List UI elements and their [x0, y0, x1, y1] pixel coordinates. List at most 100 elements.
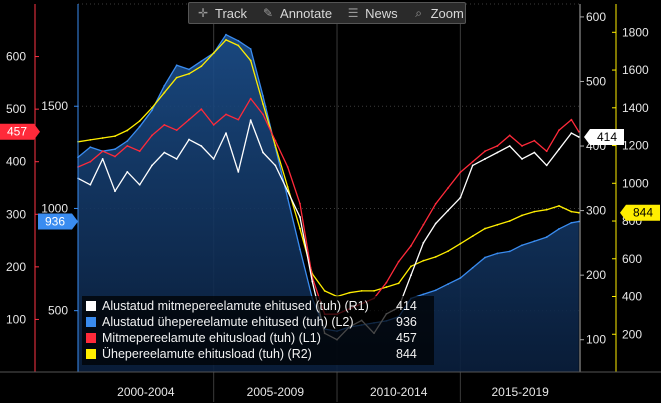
data-point-L2: [434, 289, 437, 292]
tick-label-R1: 200: [586, 268, 606, 282]
data-point-L1: [101, 150, 104, 153]
zoom-button[interactable]: ⌕ Zoom: [405, 3, 471, 23]
data-point-L1: [521, 145, 523, 147]
data-point-L1: [237, 118, 240, 121]
data-point-L1: [422, 223, 425, 226]
data-point-L1: [175, 129, 178, 132]
data-point-R1: [151, 164, 153, 167]
data-point-R1: [545, 164, 548, 167]
tick-label-L2: 1000: [41, 201, 68, 215]
data-point-R2: [262, 103, 264, 105]
data-point-R2: [508, 220, 511, 222]
data-point-R1: [459, 196, 462, 199]
data-point-R2: [200, 65, 203, 68]
data-point-R2: [410, 265, 412, 268]
data-point-R2: [323, 289, 326, 292]
data-point-R2: [422, 259, 425, 262]
data-point-L1: [200, 108, 203, 111]
chart-toolbar: ✛ Track ✎ Annotate ☰ News ⌕ Zoom: [188, 2, 466, 24]
tick-label-L1: 100: [6, 312, 26, 326]
data-point-R2: [249, 59, 252, 62]
data-point-L2: [163, 84, 166, 87]
data-point-R2: [373, 289, 375, 292]
data-point-R2: [577, 211, 580, 214]
data-point-L1: [558, 129, 560, 132]
data-point-R1: [163, 151, 166, 154]
data-point-L1: [114, 155, 116, 158]
annotate-button[interactable]: ✎ Annotate: [254, 3, 339, 23]
data-point-R2: [447, 250, 449, 253]
news-icon: ☰: [347, 6, 359, 20]
crosshair-icon: ✛: [197, 6, 209, 20]
data-point-L1: [299, 202, 301, 205]
data-point-R1: [138, 183, 141, 186]
data-point-R2: [188, 72, 190, 75]
data-point-L2: [422, 293, 425, 296]
data-point-R1: [422, 241, 425, 244]
data-point-L1: [212, 124, 215, 126]
area-layer: [78, 34, 579, 372]
x-period-label: 2015-2019: [491, 385, 549, 399]
legend-item[interactable]: Alustatud ühepereelamute ehitused (tuh) …: [86, 314, 430, 330]
legend-swatch: [86, 333, 96, 343]
tick-label-R2: 1600: [622, 63, 649, 77]
data-point-R2: [348, 291, 351, 294]
legend-swatch: [86, 301, 96, 311]
data-point-L1: [262, 113, 264, 116]
value-marker-label-R1: 414: [597, 130, 617, 144]
legend-item[interactable]: Ühepereelamute ehitusload (tuh) (R2) 844: [86, 346, 430, 362]
data-point-R1: [558, 148, 560, 151]
tick-label-L1: 300: [6, 207, 26, 221]
data-point-L2: [496, 252, 499, 255]
data-point-L1: [188, 118, 190, 121]
data-point-R2: [484, 227, 486, 230]
legend-swatch: [86, 317, 96, 327]
data-point-L1: [484, 150, 486, 153]
tick-label-R1: 500: [586, 74, 606, 88]
data-point-R2: [545, 208, 548, 211]
x-period-label: 2010-2014: [370, 385, 428, 399]
value-marker-label-R2: 844: [633, 206, 653, 220]
data-point-R1: [577, 136, 580, 138]
tick-label-R2: 1400: [622, 101, 649, 115]
data-point-L2: [200, 60, 203, 63]
legend-series-name: Mitmepereelamute ehitusload (tuh) (L1): [102, 331, 321, 345]
data-point-R1: [249, 119, 252, 122]
track-button[interactable]: ✛ Track: [189, 3, 254, 23]
zoom-label: Zoom: [430, 5, 464, 21]
data-point-L2: [508, 250, 511, 253]
data-point-R1: [212, 158, 215, 160]
data-point-R1: [200, 145, 203, 147]
data-point-L2: [249, 48, 252, 50]
data-point-L2: [471, 266, 474, 269]
legend-swatch: [86, 349, 96, 359]
legend-series-value: 844: [396, 347, 417, 361]
legend-series-value: 936: [396, 315, 417, 329]
news-button[interactable]: ☰ News: [339, 3, 405, 23]
news-label: News: [365, 5, 398, 21]
data-point-L2: [299, 248, 301, 251]
tick-label-R2: 600: [622, 252, 642, 266]
legend-item[interactable]: Alustatud mitmepereelamute ehitused (tuh…: [86, 298, 430, 314]
data-point-L2: [175, 64, 178, 67]
data-point-L2: [286, 197, 289, 200]
tick-label-L1: 400: [6, 155, 26, 169]
tick-label-R1: 300: [586, 204, 606, 218]
data-point-R2: [558, 205, 560, 207]
tick-label-R2: 1200: [622, 139, 649, 153]
blue-series-area: [78, 34, 579, 372]
data-point-R1: [410, 274, 412, 277]
value-marker-R1: [584, 128, 624, 145]
data-point-L1: [533, 139, 536, 142]
data-point-L2: [545, 236, 548, 238]
data-point-R2: [385, 286, 388, 288]
magnifier-icon: ⌕: [415, 6, 422, 20]
data-point-R1: [533, 151, 536, 154]
data-point-R1: [299, 216, 301, 218]
tick-label-L2: 500: [48, 304, 68, 318]
data-point-L1: [89, 160, 92, 163]
tick-label-R2: 1800: [622, 25, 649, 39]
legend-item[interactable]: Mitmepereelamute ehitusload (tuh) (L1) 4…: [86, 330, 430, 346]
data-point-R2: [521, 214, 523, 217]
data-point-L1: [447, 187, 449, 189]
